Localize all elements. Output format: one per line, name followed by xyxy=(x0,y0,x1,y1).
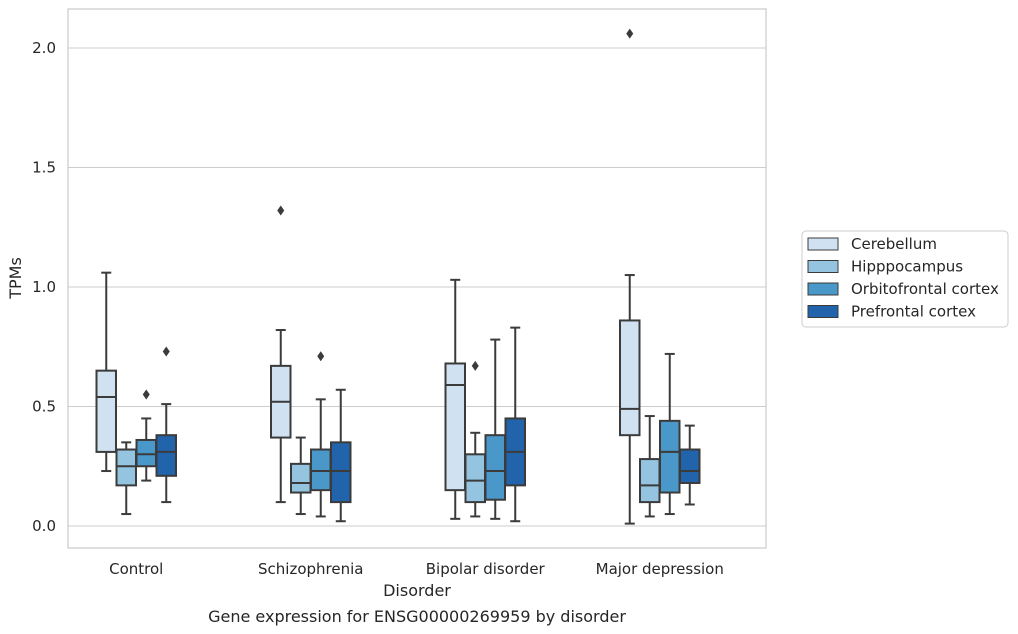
box-group xyxy=(95,271,117,473)
outlier-point xyxy=(626,28,634,39)
y-tick-label: 0.5 xyxy=(32,398,56,416)
x-axis-ticks: Control Schizophrenia Bipolar disorder Majo… xyxy=(109,560,724,578)
box-group xyxy=(290,436,312,516)
outlier-point xyxy=(317,351,325,362)
box-group xyxy=(330,388,352,523)
box-iqr xyxy=(135,438,157,468)
legend-label: Orbitofrontal cortex xyxy=(851,280,999,298)
legend-label: Prefrontal cortex xyxy=(851,303,976,321)
box-group xyxy=(639,415,661,518)
outlier-point xyxy=(277,205,285,216)
y-tick-label: 0.0 xyxy=(32,517,56,535)
chart-caption: Gene expression for ENSG00000269959 by d… xyxy=(208,607,626,626)
box-group xyxy=(504,326,526,523)
box-iqr xyxy=(115,448,137,487)
x-tick-label: Control xyxy=(109,560,163,578)
legend-swatch xyxy=(807,305,839,318)
box-iqr xyxy=(95,369,117,453)
box-iqr xyxy=(290,462,312,494)
box-group xyxy=(135,389,157,482)
box-iqr xyxy=(679,448,701,484)
box-iqr xyxy=(310,448,332,492)
y-axis-ticks: 0.0 0.5 1.0 1.5 2.0 xyxy=(32,39,56,535)
box-iqr xyxy=(484,434,506,501)
box-group xyxy=(115,441,137,516)
legend-label: Hipppocampus xyxy=(851,258,963,276)
y-tick-label: 2.0 xyxy=(32,39,56,57)
y-gridlines xyxy=(68,47,766,527)
box-iqr xyxy=(464,453,486,504)
box-group xyxy=(270,205,292,504)
legend-swatch xyxy=(807,237,839,251)
box-group xyxy=(444,278,466,520)
plot-area-frame xyxy=(67,8,767,549)
y-tick-label: 1.5 xyxy=(32,159,56,177)
outlier-point xyxy=(471,360,479,371)
legend-swatch xyxy=(807,260,839,273)
x-tick-label: Major depression xyxy=(596,560,724,578)
legend-frame xyxy=(801,230,1009,328)
box-group xyxy=(155,346,177,504)
outlier-point xyxy=(162,346,170,357)
box-iqr xyxy=(444,362,466,492)
box-series-layer xyxy=(95,28,701,525)
box-iqr xyxy=(330,441,352,504)
legend-label: Cerebellum xyxy=(851,235,937,253)
box-iqr xyxy=(659,419,681,494)
box-group xyxy=(619,28,641,525)
legend: Cerebellum Hipppocampus Orbitofrontal cort… xyxy=(801,230,1009,328)
x-tick-label: Schizophrenia xyxy=(258,560,363,578)
box-group xyxy=(310,351,332,518)
outlier-point xyxy=(142,389,150,400)
box-iqr xyxy=(619,319,641,437)
box-group xyxy=(679,424,701,506)
legend-swatch xyxy=(807,282,839,296)
box-iqr xyxy=(639,458,661,504)
y-tick-label: 1.0 xyxy=(32,278,56,296)
x-axis-title: Disorder xyxy=(383,581,451,600)
box-group xyxy=(659,352,681,516)
box-group xyxy=(464,360,486,518)
box-iqr xyxy=(155,434,177,477)
x-tick-label: Bipolar disorder xyxy=(426,560,546,578)
y-axis-title: TPMs xyxy=(6,257,25,300)
box-group xyxy=(484,338,506,520)
